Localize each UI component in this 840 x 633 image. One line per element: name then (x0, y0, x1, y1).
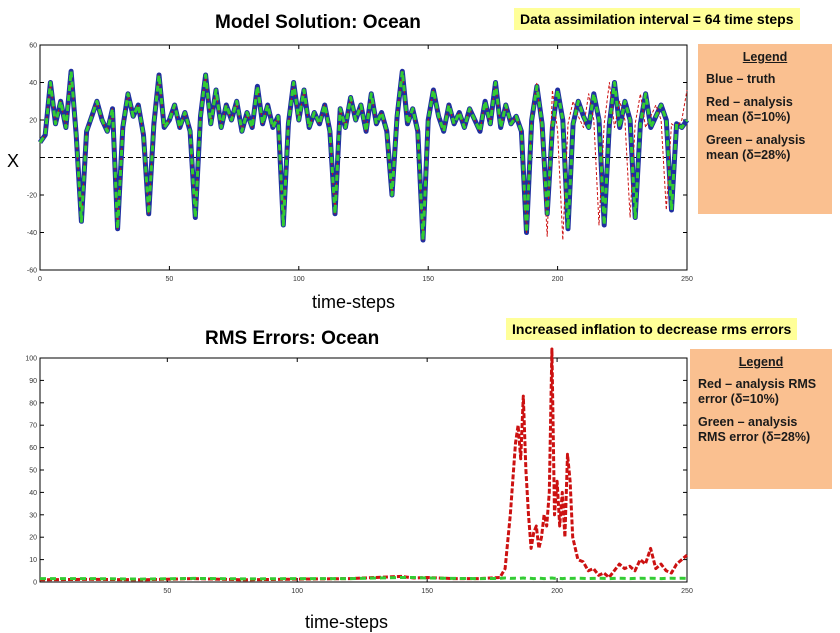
top-chart-series-red (39, 70, 688, 241)
bottom-chart-series-red (39, 347, 688, 582)
top-legend-title: Legend (742, 50, 788, 64)
bottom-legend-entry-green: Green – analysis RMS error (δ=28%) (698, 415, 811, 444)
top-legend: Legend Blue – truth Red – analysis mean … (698, 44, 832, 214)
top-chart-ytick-label: -40 (27, 230, 37, 237)
bottom-chart-ytick-label: 70 (29, 423, 37, 430)
bottom-chart-xtick-label: 50 (163, 588, 171, 595)
top-chart-xtick-label: 100 (293, 276, 305, 283)
top-legend-entry-red: Red – analysis mean (δ=10%) (706, 95, 793, 124)
top-chart-ytick-label: -60 (27, 268, 37, 275)
bottom-chart-ytick-label: 10 (29, 557, 37, 564)
top-chart-title: Model Solution: Ocean (215, 12, 421, 33)
top-chart-ytick-label: 60 (29, 43, 37, 50)
top-chart-xtick-label: 0 (38, 276, 42, 283)
top-chart-ytick-label: -20 (27, 193, 37, 200)
top-chart-xtick-label: 150 (422, 276, 434, 283)
bottom-chart-ytick-label: 30 (29, 512, 37, 519)
bottom-chart-ytick-label: 0 (33, 580, 37, 587)
top-legend-entry-truth: Blue – truth (706, 72, 776, 86)
bottom-chart-xtick-label: 150 (421, 588, 433, 595)
bottom-chart-ytick-label: 20 (29, 535, 37, 542)
bottom-chart-xtick-label: 200 (551, 588, 563, 595)
bottom-chart-note: Increased inflation to decrease rms erro… (506, 318, 798, 340)
top-chart-note: Data assimilation interval = 64 time ste… (514, 8, 800, 30)
top-chart-xtick-label: 250 (681, 276, 693, 283)
bottom-chart-xtick-label: 100 (291, 588, 303, 595)
top-legend-entry-green: Green – analysis mean (δ=28%) (706, 133, 806, 162)
top-chart-xtick-label: 50 (166, 276, 174, 283)
top-plot-area: 0 50 100 150 200 250 -60 -40 -20 20 40 60 (27, 43, 693, 284)
top-chart-xtick-label: 200 (552, 276, 564, 283)
top-chart-series-green (38, 69, 689, 242)
top-chart-series-truth (37, 68, 690, 243)
bottom-chart-ytick-label: 50 (29, 468, 37, 475)
bottom-chart-ytick-label: 80 (29, 400, 37, 407)
bottom-chart-frame (39, 357, 688, 583)
bottom-chart-ytick-label: 100 (25, 356, 37, 363)
bottom-chart-xtick-label: 250 (681, 588, 693, 595)
bottom-chart-ytick-label: 90 (29, 378, 37, 385)
top-chart-ytick-label: 40 (29, 80, 37, 87)
bottom-chart-xlabel: time-steps (305, 612, 389, 632)
bottom-chart-series-green (40, 576, 688, 581)
bottom-legend: Legend Red – analysis RMS error (δ=10%) … (690, 349, 832, 489)
bottom-chart-title: RMS Errors: Ocean (205, 328, 380, 349)
bottom-legend-entry-red: Red – analysis RMS error (δ=10%) (698, 377, 817, 406)
bottom-chart-ytick-label: 60 (29, 445, 37, 452)
bottom-plot-area: 50 100 150 200 250 0 10 20 30 40 50 60 70 80 90 100 (25, 347, 693, 595)
top-chart-xlabel: time-steps (312, 292, 396, 312)
top-chart-ytick-label: 20 (29, 118, 37, 125)
bottom-chart-ytick-label: 40 (29, 490, 37, 497)
top-chart-ylabel: X (7, 151, 20, 171)
bottom-legend-title: Legend (738, 355, 784, 369)
